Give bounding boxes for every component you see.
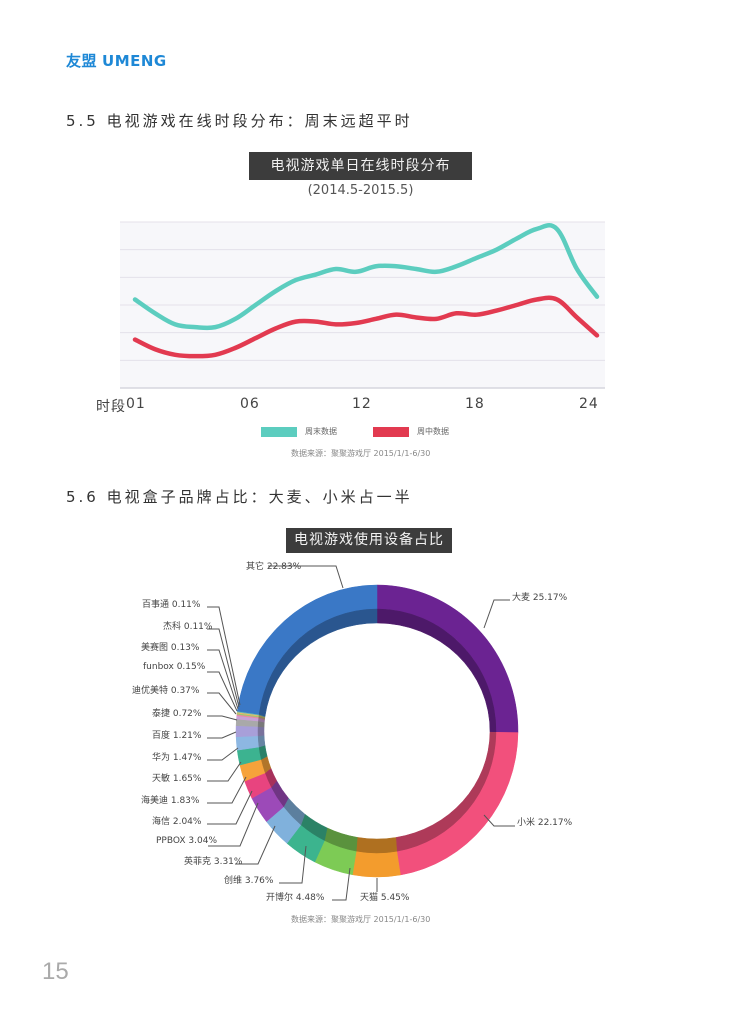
donut-label: 大麦 25.17% bbox=[512, 593, 568, 603]
donut-label: 海美迪 1.83% bbox=[141, 796, 200, 806]
donut-label: PPBOX 3.04% bbox=[156, 836, 217, 846]
leader-line bbox=[332, 867, 351, 901]
x-tick-18: 18 bbox=[465, 396, 485, 412]
x-tick-01: 01 bbox=[126, 396, 146, 412]
donut-slice-depth bbox=[257, 726, 265, 737]
donut-slice bbox=[235, 725, 259, 738]
donut-chart-title: 电视游戏使用设备占比 bbox=[286, 528, 452, 553]
section-5-5-heading: 5.5 电视游戏在线时段分布：周末远超平时 bbox=[66, 112, 413, 130]
donut-label: 创维 3.76% bbox=[224, 876, 274, 886]
leader-line bbox=[279, 845, 307, 884]
leader-line bbox=[483, 814, 515, 827]
donut-chart-source: 数据来源：聚聚游戏厅 2015/1/1-6/30 bbox=[291, 915, 431, 924]
legend-weekend-swatch bbox=[261, 426, 297, 437]
leader-line bbox=[207, 628, 240, 708]
donut-label: 泰捷 0.72% bbox=[152, 709, 202, 719]
leader-line bbox=[268, 565, 344, 589]
donut-slice-depth bbox=[257, 735, 266, 748]
x-tick-06: 06 bbox=[240, 396, 260, 412]
umeng-logo: 友盟 UMENG bbox=[66, 50, 167, 71]
leader-line bbox=[207, 671, 238, 712]
donut-label: 百事通 0.11% bbox=[142, 600, 201, 610]
donut-slice bbox=[376, 584, 519, 733]
donut-label: 天敏 1.65% bbox=[152, 774, 202, 784]
donut-slice-depth bbox=[355, 837, 398, 854]
donut-label: 海信 2.04% bbox=[152, 817, 202, 827]
logo-en: UMENG bbox=[102, 52, 167, 70]
leader-line bbox=[207, 731, 237, 739]
leader-line bbox=[483, 599, 510, 629]
x-tick-24: 24 bbox=[579, 396, 599, 412]
x-tick-12: 12 bbox=[352, 396, 372, 412]
leader-line bbox=[207, 692, 237, 715]
page-number: 15 bbox=[42, 958, 69, 985]
donut-label: funbox 0.15% bbox=[143, 662, 206, 672]
leader-line bbox=[207, 761, 242, 782]
legend-weekday: 周中数据 bbox=[373, 426, 449, 437]
donut-label: 华为 1.47% bbox=[152, 753, 202, 763]
legend-weekend-label: 周末数据 bbox=[305, 427, 337, 436]
donut-slice bbox=[396, 732, 519, 876]
section-5-6-heading: 5.6 电视盒子品牌占比：大麦、小米占一半 bbox=[66, 488, 413, 506]
leader-line bbox=[207, 747, 239, 761]
donut-slice-depth bbox=[376, 608, 497, 733]
donut-slice bbox=[237, 584, 378, 715]
line-chart-title: 电视游戏单日在线时段分布 bbox=[249, 152, 472, 180]
donut-label: 天猫 5.45% bbox=[360, 893, 410, 903]
donut-label: 开博尔 4.48% bbox=[266, 893, 325, 903]
leader-line bbox=[207, 649, 239, 710]
donut-label: 杰科 0.11% bbox=[163, 622, 213, 632]
line-chart-subtitle: (2014.5-2015.5) bbox=[307, 183, 414, 198]
donut-label: 小米 22.17% bbox=[517, 818, 573, 828]
x-axis-prefix: 时段 bbox=[96, 399, 126, 415]
line-chart-source: 数据来源：聚聚游戏厅 2015/1/1-6/30 bbox=[291, 449, 431, 458]
legend-weekday-label: 周中数据 bbox=[417, 427, 449, 436]
donut-label: 迪优美特 0.37% bbox=[132, 686, 200, 696]
legend-weekday-swatch bbox=[373, 426, 409, 437]
leader-line bbox=[207, 790, 253, 825]
donut-label: 美赛图 0.13% bbox=[141, 643, 200, 653]
leader-line bbox=[208, 802, 259, 847]
donut-label: 百度 1.21% bbox=[152, 731, 202, 741]
weekday-series-line bbox=[132, 295, 600, 359]
leader-line bbox=[235, 825, 276, 865]
donut-label: 其它 22.83% bbox=[246, 562, 302, 572]
donut-label: 英菲克 3.31% bbox=[184, 857, 243, 867]
legend-weekend: 周末数据 bbox=[261, 426, 337, 437]
donut-slice bbox=[352, 850, 401, 878]
weekend-series-line bbox=[132, 223, 600, 331]
leader-line bbox=[207, 776, 247, 804]
leader-line bbox=[207, 606, 241, 706]
leader-line bbox=[207, 715, 238, 721]
logo-cn: 友盟 bbox=[66, 52, 98, 70]
